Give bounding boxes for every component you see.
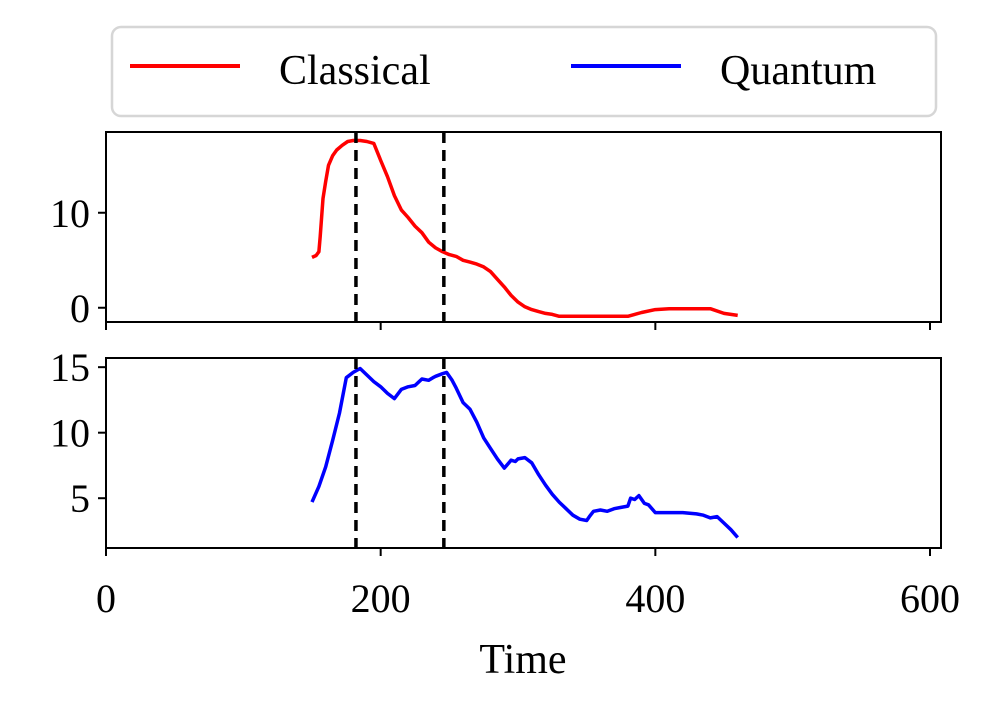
plot-frame (105, 131, 942, 323)
quantum-panel: 5 10 15 (50, 345, 942, 556)
legend-box (110, 25, 938, 118)
x-tick-label-600: 600 (900, 576, 960, 621)
x-tick-label-0: 0 (96, 576, 116, 621)
legend: Classical Quantum (110, 25, 938, 118)
y-tick-label-10: 10 (50, 191, 90, 236)
plot-frame (105, 357, 942, 549)
y-tick-label-15: 15 (50, 345, 90, 390)
x-tick-label-200: 200 (351, 576, 411, 621)
x-tick-label-400: 400 (625, 576, 685, 621)
y-tick-label-0: 0 (70, 286, 90, 331)
classical-panel: 0 10 (50, 131, 942, 331)
x-axis: 0 200 400 600 (96, 576, 960, 621)
legend-quantum-label: Quantum (720, 48, 877, 94)
x-axis-title: Time (479, 637, 566, 683)
series-line-classical (311, 138, 738, 319)
legend-classical-label: Classical (279, 48, 431, 94)
y-tick-label-5: 5 (70, 476, 90, 521)
y-tick-label-10: 10 (50, 411, 90, 456)
series-line-quantum (310, 366, 740, 539)
